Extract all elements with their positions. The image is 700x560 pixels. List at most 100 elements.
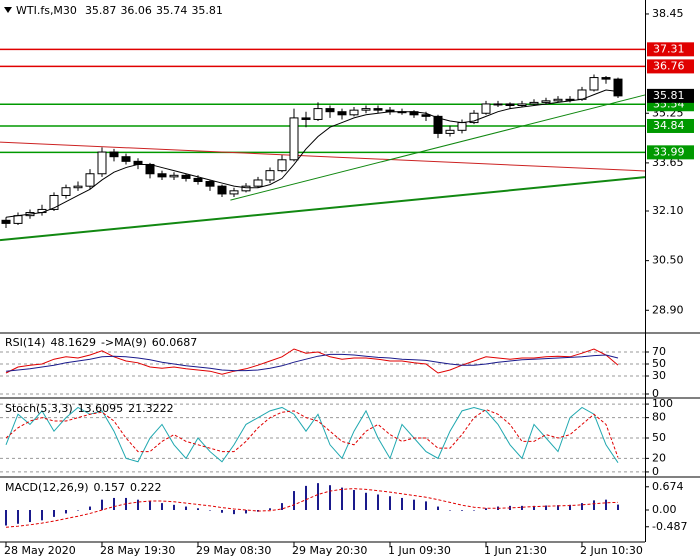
indicator-name: MACD(12,26,9)	[5, 481, 89, 494]
candle-body	[553, 98, 563, 102]
ohlc-value: 35.74	[156, 4, 188, 17]
y-tick-label: 70	[652, 345, 666, 358]
y-tick-label: -0.487	[652, 520, 687, 533]
macd-bar	[485, 508, 487, 510]
indicator-label: RSI(14) 48.1629 ->MA(9) 60.0687	[5, 336, 197, 349]
candle-body	[421, 114, 431, 117]
candle-body	[589, 77, 599, 91]
ma-value: 60.0687	[152, 336, 198, 349]
x-tick-label: 1 Jun 21:30	[484, 544, 547, 557]
candle-body	[205, 181, 215, 187]
level-tag-label: 36.76	[653, 59, 685, 72]
candle-body	[193, 177, 203, 183]
indicator-line	[5, 406, 619, 463]
candle-body	[157, 173, 167, 178]
candle-body	[277, 159, 287, 172]
indicator-value: 0.157	[94, 481, 126, 494]
candle-body	[217, 185, 227, 195]
macd-bar	[221, 510, 223, 513]
y-tick-label: 30.50	[652, 254, 684, 267]
macd-bar	[437, 506, 439, 510]
candle-body	[301, 117, 311, 120]
y-tick-label: 0.00	[652, 503, 677, 516]
macd-bar	[209, 510, 211, 511]
y-tick-label: 0	[652, 465, 659, 478]
y-tick-label: 50	[652, 431, 666, 444]
candle-body	[481, 103, 491, 114]
indicator-label: MACD(12,26,9) 0.157 0.222	[5, 481, 162, 494]
macd-bar	[185, 506, 187, 510]
candle-body	[289, 117, 299, 161]
macd-bar	[401, 497, 403, 510]
indicator-name: Stoch(5,3,3)	[5, 402, 73, 415]
y-tick-label: 80	[652, 411, 666, 424]
indicator-line	[5, 353, 619, 372]
macd-bar	[617, 504, 619, 510]
x-tick-label: 1 Jun 09:30	[388, 544, 451, 557]
macd-bar	[545, 505, 547, 510]
indicator-line	[5, 408, 619, 458]
last-price-label: 35.81	[653, 89, 685, 102]
x-tick-label: 29 May 08:30	[196, 544, 271, 557]
macd-bar	[101, 499, 103, 510]
candle-body	[601, 77, 611, 80]
macd-bar	[269, 508, 271, 510]
candle-body	[325, 108, 335, 113]
level-tag-label: 37.31	[653, 42, 685, 55]
ohlc-value: 35.87	[85, 4, 117, 17]
indicator-value: 48.1629	[50, 336, 96, 349]
macd-bar	[425, 501, 427, 510]
y-tick-label: 32.10	[652, 204, 684, 217]
candle-body	[517, 103, 527, 106]
candle-body	[613, 78, 623, 97]
candle-body	[337, 111, 347, 116]
level-tag	[647, 118, 694, 133]
candle-body	[1, 219, 11, 224]
ohlc-value: 35.81	[191, 4, 223, 17]
candle-body	[229, 190, 239, 195]
macd-bar	[341, 487, 343, 510]
macd-bar	[365, 492, 367, 510]
level-tag	[647, 59, 694, 74]
y-tick-label: 38.45	[652, 7, 684, 20]
y-tick-label: 28.90	[652, 303, 684, 316]
macd-bar	[557, 505, 559, 510]
indicator-value: 13.6095	[78, 402, 124, 415]
menu-arrow	[4, 7, 12, 13]
macd-bar	[293, 491, 295, 510]
candle-body	[541, 100, 551, 103]
candle-body	[373, 108, 383, 111]
candle-body	[265, 170, 275, 181]
x-tick-label: 29 May 20:30	[292, 544, 367, 557]
macd-bar	[605, 499, 607, 510]
macd-bar	[281, 503, 283, 510]
candle-body	[61, 187, 71, 196]
candle-body	[73, 185, 83, 189]
macd-bar	[593, 500, 595, 510]
macd-bar	[317, 483, 319, 510]
macd-bar	[581, 503, 583, 510]
indicator-value: 21.3222	[128, 402, 174, 415]
indicator-label: Stoch(5,3,3) 13.6095 21.3222	[5, 402, 174, 415]
candle-body	[109, 151, 119, 158]
candle-body	[349, 109, 359, 116]
candle-body	[85, 173, 95, 187]
symbol-name: WTI.fs,M30	[16, 4, 77, 17]
macd-bar	[473, 510, 475, 511]
last-price-tag	[647, 88, 694, 103]
candle-body	[97, 151, 107, 175]
ma-name: ->MA(9)	[101, 336, 147, 349]
candle-body	[169, 174, 179, 178]
ohlc-value: 36.06	[120, 4, 152, 17]
macd-bar	[377, 494, 379, 510]
candle-body	[505, 103, 515, 106]
indicator-name: RSI(14)	[5, 336, 45, 349]
macd-bar	[569, 504, 571, 510]
macd-bar	[533, 505, 535, 510]
candle-body	[361, 108, 371, 111]
macd-bar	[233, 510, 235, 515]
x-tick-label: 28 May 19:30	[100, 544, 175, 557]
candle-body	[253, 179, 263, 187]
trend-line	[0, 176, 646, 242]
macd-bar	[149, 501, 151, 510]
